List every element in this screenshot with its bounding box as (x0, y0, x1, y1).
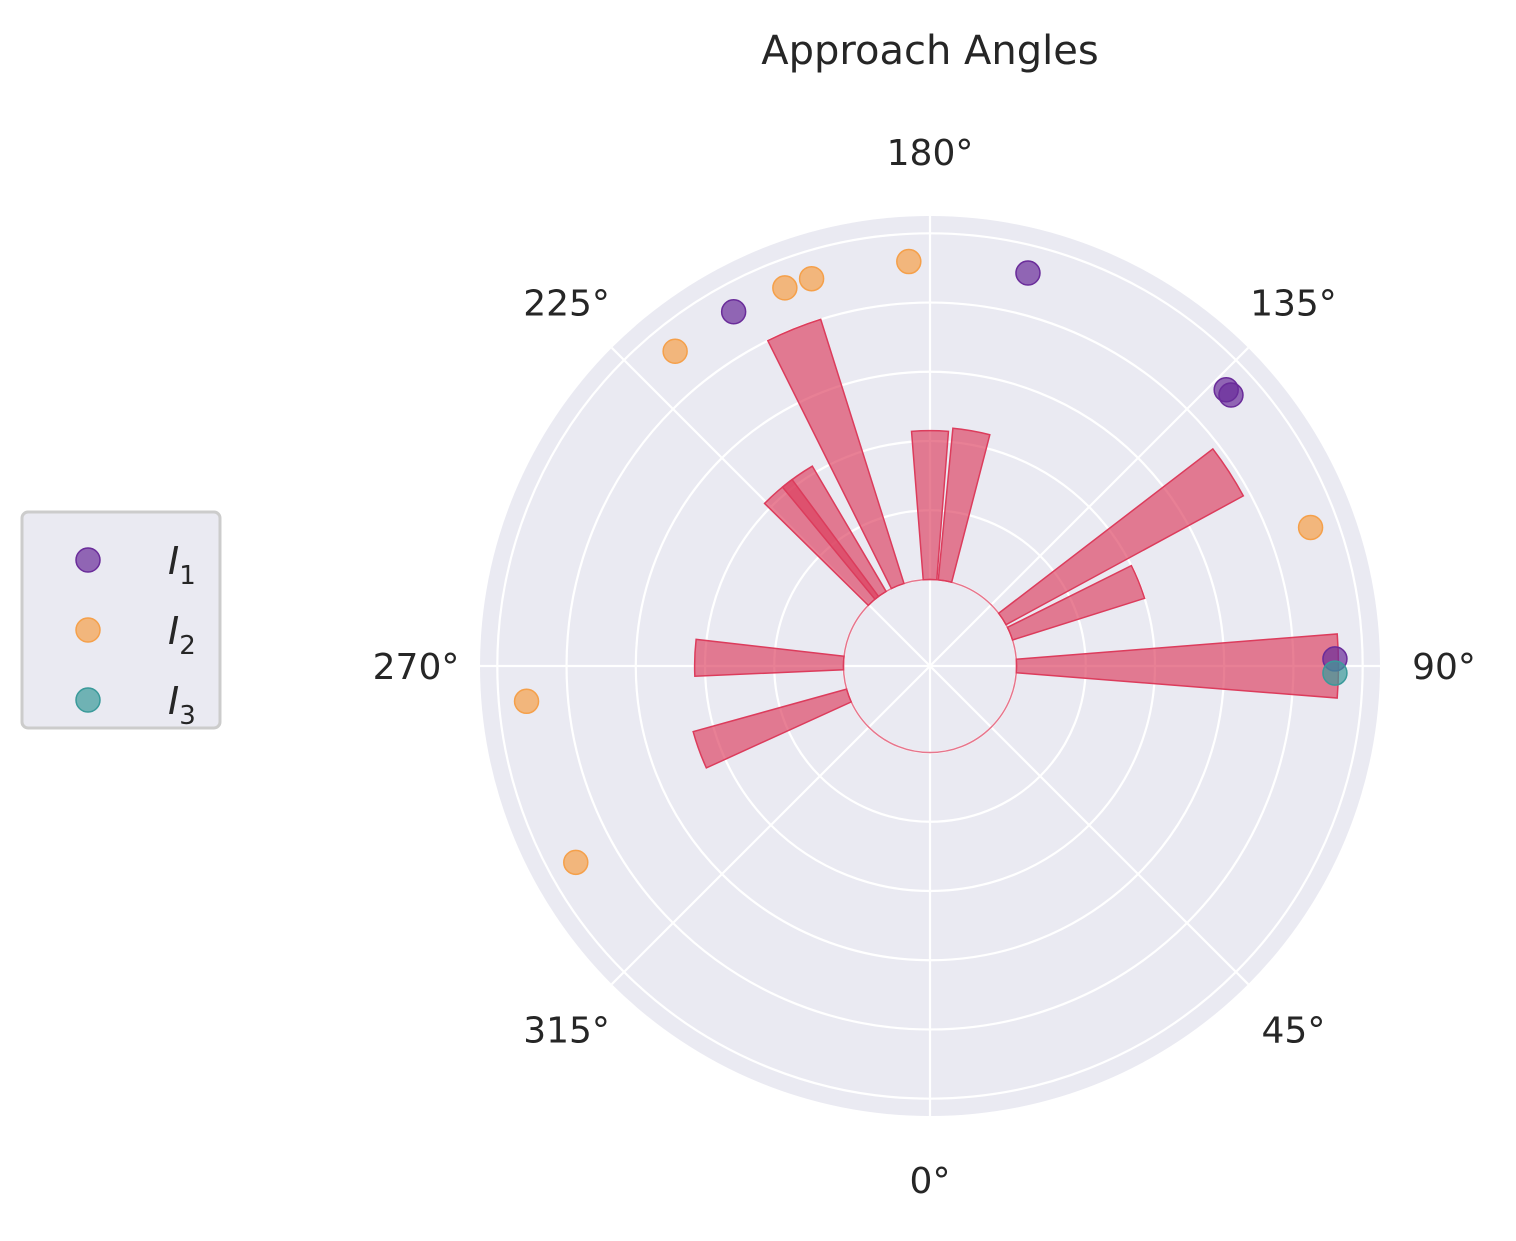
scatter-point-i1 (1015, 260, 1041, 286)
scatter-point-i2 (662, 338, 688, 365)
angular-gridline (929, 347, 1249, 667)
theta-tick-label: 180° (887, 133, 974, 174)
theta-tick-label: 45° (1262, 1010, 1326, 1051)
legend-marker (75, 617, 101, 643)
scatter-point-i1 (720, 299, 747, 325)
legend-label: I3 (168, 679, 196, 731)
scatter-point-i2 (772, 275, 798, 301)
legend-label: I1 (168, 539, 196, 591)
theta-tick-label: 90° (1412, 647, 1476, 688)
bar-baseline-ring (842, 578, 1018, 754)
scatter-point-i2 (563, 849, 589, 876)
legend: I1 I2 I3 (20, 510, 222, 731)
theta-tick-label: 0° (910, 1161, 951, 1202)
theta-tick-label: 270° (373, 647, 460, 688)
polar-plot-area: 0° 45° 90° 135° 180° 225° 270° 315° (373, 133, 1476, 1202)
theta-tick-label: 315° (523, 1010, 610, 1051)
angular-gridline (611, 665, 931, 985)
scatter-point-i2 (798, 265, 825, 292)
angular-gridline (929, 665, 1249, 985)
scatter-point-i2 (896, 248, 922, 275)
chart-title: Approach Angles (761, 28, 1098, 74)
legend-marker (75, 687, 101, 713)
scatter-point-i3 (1322, 660, 1348, 686)
legend-label: I2 (168, 609, 196, 661)
legend-marker (75, 547, 101, 573)
theta-tick-label: 135° (1250, 284, 1337, 325)
scatter-point-i2 (1297, 514, 1324, 541)
scatter-point-i1 (1218, 382, 1244, 408)
scatter-point-i2 (513, 688, 540, 715)
legend-box (20, 510, 222, 730)
theta-tick-label: 225° (523, 284, 610, 325)
